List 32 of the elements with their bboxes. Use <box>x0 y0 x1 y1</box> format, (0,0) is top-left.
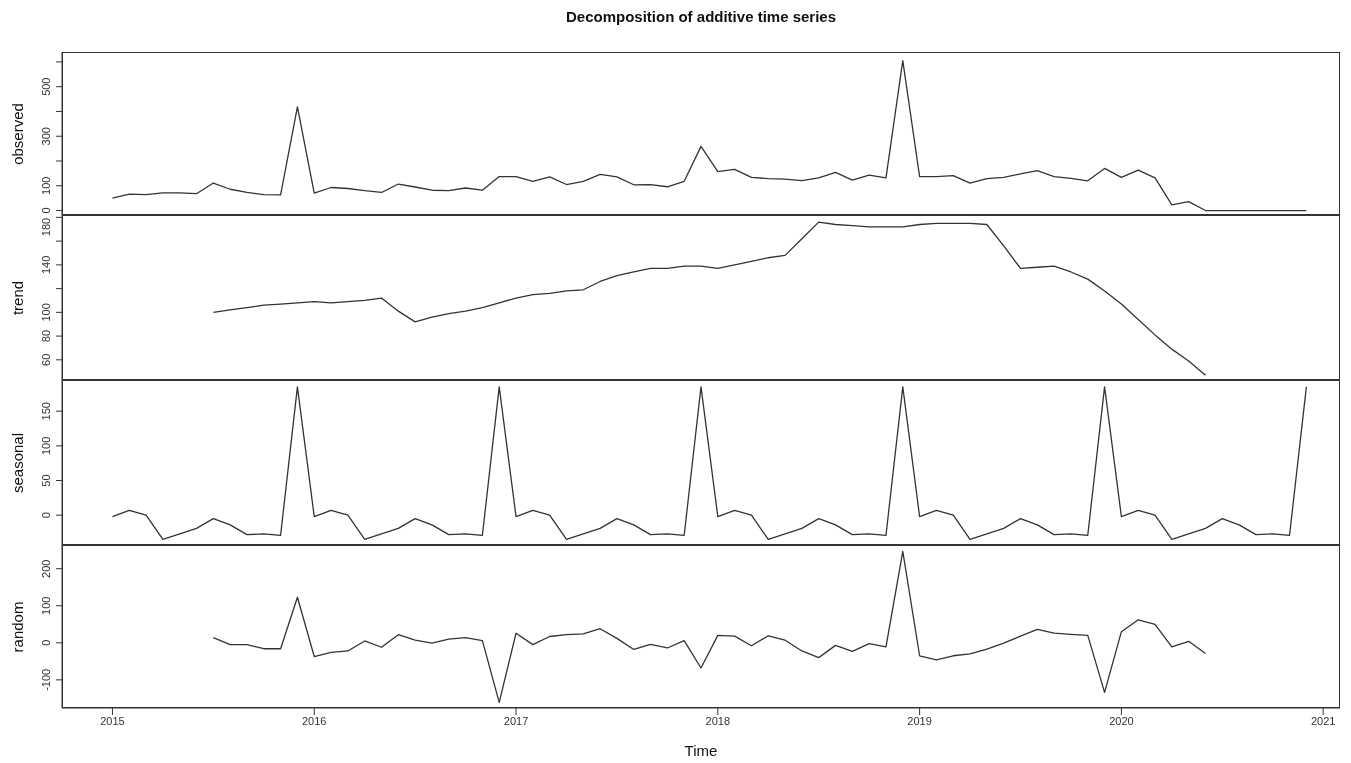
chart-title: Decomposition of additive time series <box>564 8 838 25</box>
y-tick-label: 0 <box>40 512 52 519</box>
y-tick-label: 100 <box>40 303 52 322</box>
y-tick-label: 50 <box>40 474 52 487</box>
y-axis-title: random <box>8 600 26 654</box>
y-tick-label: 140 <box>40 255 52 275</box>
x-tick-label: 2020 <box>1109 714 1134 727</box>
y-tick-label: 100 <box>40 436 52 456</box>
x-tick-label: 2015 <box>100 714 125 727</box>
y-tick-label: -100 <box>40 668 52 691</box>
x-tick-label: 2021 <box>1310 714 1336 727</box>
y-tick-label: 500 <box>40 77 52 96</box>
y-tick-label: 150 <box>40 402 52 421</box>
y-axis-title: observed <box>8 101 26 167</box>
y-axis-title: seasonal <box>8 431 26 495</box>
y-tick-label: 60 <box>40 353 52 366</box>
line-series <box>212 221 1207 376</box>
y-tick-label: 100 <box>40 596 52 615</box>
x-tick-label: 2019 <box>907 714 932 727</box>
x-tick-label: 2016 <box>301 714 327 727</box>
y-tick-label: 80 <box>40 329 52 343</box>
line-series <box>212 550 1207 704</box>
x-tick-label: 2018 <box>705 714 731 727</box>
y-tick-label: 0 <box>40 207 52 214</box>
y-tick-label: 100 <box>40 176 52 195</box>
x-tick-label: 2017 <box>503 714 529 727</box>
y-tick-label: 0 <box>40 639 52 646</box>
y-axis-title: trend <box>8 279 26 317</box>
y-tick-label: 180 <box>40 217 52 237</box>
y-tick-label: 300 <box>40 127 52 146</box>
x-axis-title: Time <box>683 742 719 759</box>
y-tick-label: 200 <box>40 559 52 578</box>
